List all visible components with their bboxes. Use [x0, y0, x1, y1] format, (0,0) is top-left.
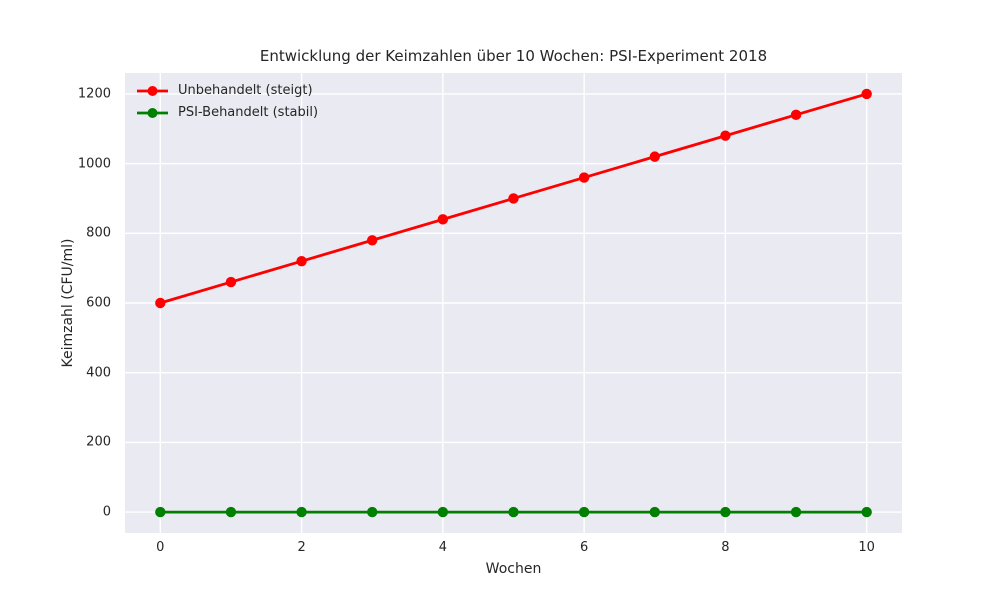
data-point-marker: [296, 255, 307, 267]
data-point-marker: [508, 506, 519, 518]
x-axis-label: Wochen: [485, 561, 542, 577]
data-point-marker: [437, 506, 449, 518]
data-point-marker: [367, 506, 378, 518]
data-point-marker: [155, 506, 166, 518]
data-point-marker: [720, 130, 731, 141]
legend-item: PSI-Behandelt (stabil): [136, 103, 318, 122]
x-tick-label: 6: [579, 540, 589, 555]
legend: Unbehandelt (steigt) PSI-Behandelt (stabi…: [136, 81, 318, 122]
data-point-marker: [225, 506, 237, 518]
data-point-marker: [790, 506, 802, 518]
data-point-marker: [861, 506, 872, 518]
plot-canvas: [125, 73, 902, 533]
data-point-marker: [437, 214, 449, 225]
y-tick-label: 200: [86, 434, 111, 450]
data-point-marker: [578, 172, 590, 183]
data-point-marker: [578, 506, 590, 518]
y-axis-label: Keimzahl (CFU/ml): [60, 238, 76, 368]
data-point-marker: [861, 88, 872, 100]
y-tick-label: 0: [102, 504, 111, 520]
x-tick-label: 0: [156, 540, 165, 555]
x-tick-label: 2: [297, 540, 306, 555]
data-point-marker: [508, 193, 519, 204]
data-point-marker: [225, 276, 237, 288]
plot-area: [125, 73, 902, 533]
data-point-marker: [720, 506, 731, 518]
legend-item: Unbehandelt (steigt): [136, 81, 318, 100]
y-tick-label: 1200: [77, 86, 111, 102]
y-tick-label: 600: [86, 295, 111, 311]
y-tick-label: 1000: [77, 156, 111, 172]
legend-label: Unbehandelt (steigt): [178, 83, 313, 98]
data-point-marker: [790, 109, 802, 121]
data-point-marker: [296, 506, 307, 518]
data-point-marker: [649, 506, 660, 518]
legend-line-marker-icon: [137, 85, 168, 96]
data-point-marker: [155, 297, 166, 309]
data-point-marker: [367, 235, 378, 246]
legend-label: PSI-Behandelt (stabil): [178, 105, 319, 120]
y-tick-label: 800: [86, 225, 111, 241]
x-tick-label: 10: [858, 540, 875, 555]
y-tick-label: 400: [86, 365, 111, 381]
data-point-marker: [649, 151, 660, 162]
x-tick-label: 4: [438, 540, 447, 555]
chart-title: Entwicklung der Keimzahlen über 10 Woche…: [259, 47, 768, 65]
legend-line-marker-icon: [137, 107, 168, 118]
x-tick-label: 8: [721, 540, 730, 555]
